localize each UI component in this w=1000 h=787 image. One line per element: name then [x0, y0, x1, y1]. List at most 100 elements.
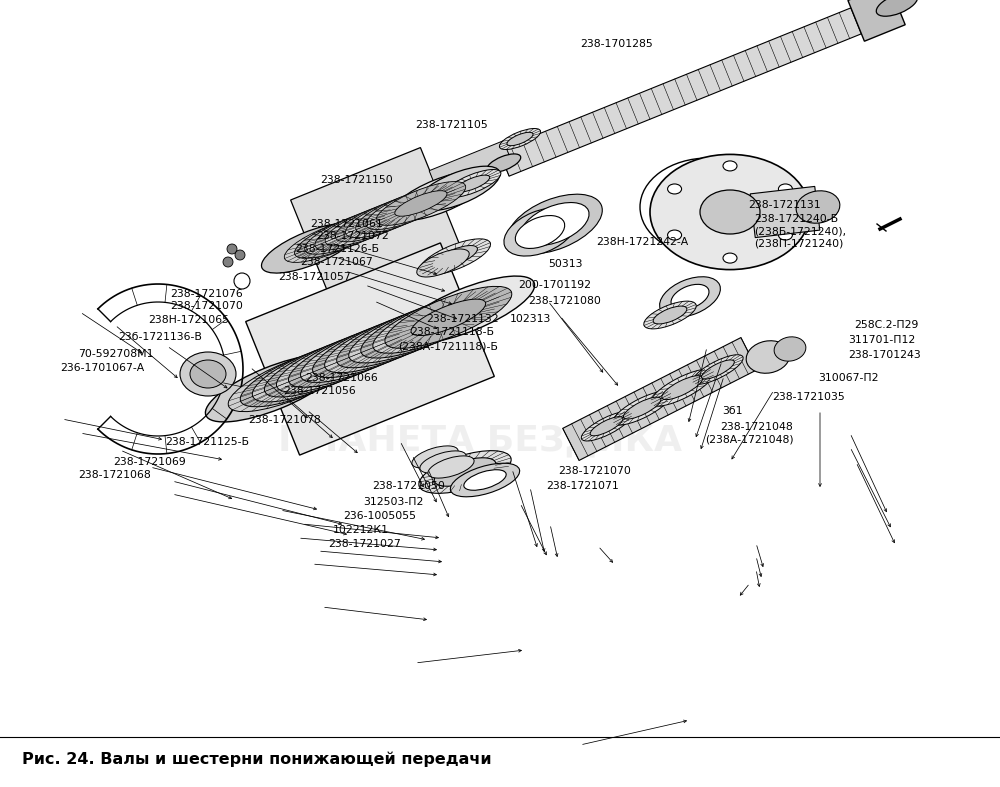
- Ellipse shape: [228, 349, 355, 412]
- Ellipse shape: [366, 186, 455, 230]
- Ellipse shape: [264, 335, 391, 397]
- Ellipse shape: [374, 199, 427, 224]
- Text: 238-1721076: 238-1721076: [170, 289, 243, 298]
- Ellipse shape: [778, 184, 792, 194]
- Ellipse shape: [623, 397, 661, 419]
- Ellipse shape: [252, 340, 379, 402]
- Text: 238-1701243: 238-1701243: [848, 350, 921, 360]
- Ellipse shape: [334, 216, 386, 241]
- Ellipse shape: [356, 190, 445, 234]
- Ellipse shape: [416, 166, 500, 211]
- Ellipse shape: [450, 464, 520, 497]
- Text: 238Н-1721242-А: 238Н-1721242-А: [596, 237, 688, 246]
- Ellipse shape: [434, 458, 496, 486]
- Ellipse shape: [400, 276, 535, 343]
- Ellipse shape: [358, 197, 429, 232]
- Ellipse shape: [521, 202, 589, 246]
- Ellipse shape: [305, 210, 394, 254]
- Ellipse shape: [445, 169, 501, 198]
- Text: 310067-П2: 310067-П2: [818, 373, 879, 382]
- Ellipse shape: [240, 345, 367, 407]
- Ellipse shape: [419, 451, 511, 493]
- Ellipse shape: [507, 132, 533, 146]
- Text: 238-1721056: 238-1721056: [283, 386, 356, 396]
- Text: 238-1721078: 238-1721078: [248, 416, 321, 425]
- Circle shape: [223, 257, 233, 267]
- Ellipse shape: [395, 190, 447, 216]
- Text: 238-1721050: 238-1721050: [372, 482, 445, 491]
- Ellipse shape: [723, 161, 737, 171]
- Ellipse shape: [662, 375, 703, 400]
- Polygon shape: [429, 141, 511, 189]
- Ellipse shape: [205, 355, 340, 422]
- Ellipse shape: [337, 306, 464, 368]
- Ellipse shape: [313, 224, 365, 249]
- Text: (238Б-1721240),: (238Б-1721240),: [754, 227, 846, 236]
- Ellipse shape: [391, 171, 489, 220]
- Ellipse shape: [433, 246, 477, 268]
- Circle shape: [227, 244, 237, 254]
- Ellipse shape: [504, 208, 576, 256]
- Ellipse shape: [288, 325, 415, 387]
- Ellipse shape: [301, 320, 427, 382]
- Text: 238-1721061: 238-1721061: [310, 219, 383, 228]
- Text: 311701-П12: 311701-П12: [848, 335, 915, 345]
- Ellipse shape: [590, 416, 623, 436]
- Text: 3б1: 3б1: [722, 406, 742, 416]
- Text: 238-1721067: 238-1721067: [300, 257, 373, 267]
- Polygon shape: [246, 243, 494, 455]
- Ellipse shape: [671, 284, 709, 309]
- Ellipse shape: [361, 296, 488, 358]
- Ellipse shape: [581, 412, 632, 441]
- Ellipse shape: [315, 206, 404, 250]
- Ellipse shape: [344, 211, 396, 237]
- Text: 200-1701192: 200-1701192: [518, 280, 591, 290]
- Ellipse shape: [254, 363, 329, 399]
- Text: 238-1721035: 238-1721035: [772, 393, 845, 402]
- Ellipse shape: [303, 343, 377, 379]
- Ellipse shape: [778, 230, 792, 240]
- Text: 258С.2-П29: 258С.2-П29: [854, 320, 918, 330]
- Ellipse shape: [499, 128, 541, 150]
- Ellipse shape: [693, 355, 743, 384]
- Text: 238-1721027: 238-1721027: [328, 539, 401, 549]
- Ellipse shape: [354, 207, 406, 233]
- Text: 238-1701285: 238-1701285: [580, 39, 653, 49]
- Ellipse shape: [439, 179, 477, 198]
- Text: 238-1721080: 238-1721080: [528, 296, 601, 305]
- Polygon shape: [563, 338, 757, 460]
- Ellipse shape: [412, 446, 458, 468]
- Text: 23б-1721136-В: 23б-1721136-В: [118, 332, 202, 342]
- Ellipse shape: [399, 304, 474, 341]
- Text: 238-1721105: 238-1721105: [415, 120, 488, 130]
- Ellipse shape: [387, 309, 462, 345]
- Ellipse shape: [313, 316, 439, 378]
- Ellipse shape: [644, 301, 696, 329]
- Ellipse shape: [411, 299, 486, 335]
- Text: 236-1005055: 236-1005055: [343, 512, 416, 521]
- Ellipse shape: [774, 337, 806, 361]
- Ellipse shape: [723, 253, 737, 263]
- Text: Рис. 24. Валы и шестерни понижающей передачи: Рис. 24. Валы и шестерни понижающей пере…: [22, 752, 492, 767]
- Text: (238А-1721048): (238А-1721048): [705, 435, 794, 445]
- Ellipse shape: [876, 0, 918, 17]
- Ellipse shape: [375, 314, 450, 350]
- Ellipse shape: [385, 286, 512, 349]
- Polygon shape: [848, 0, 905, 41]
- Text: 238-1721057: 238-1721057: [278, 272, 351, 282]
- Text: 238Н-1721065: 238Н-1721065: [148, 315, 229, 324]
- Text: 238-1721066: 238-1721066: [305, 373, 378, 382]
- Text: 238-1721240-Б: 238-1721240-Б: [754, 214, 838, 224]
- Ellipse shape: [373, 291, 500, 353]
- Text: (238А-1721118)-Б: (238А-1721118)-Б: [398, 342, 498, 351]
- Ellipse shape: [746, 341, 790, 373]
- Text: 238-1721069: 238-1721069: [113, 457, 186, 467]
- Ellipse shape: [261, 224, 359, 273]
- Ellipse shape: [351, 323, 425, 360]
- Ellipse shape: [668, 184, 682, 194]
- Ellipse shape: [376, 182, 466, 225]
- Ellipse shape: [428, 456, 474, 478]
- Ellipse shape: [180, 352, 236, 396]
- Ellipse shape: [278, 353, 353, 389]
- Ellipse shape: [650, 154, 810, 270]
